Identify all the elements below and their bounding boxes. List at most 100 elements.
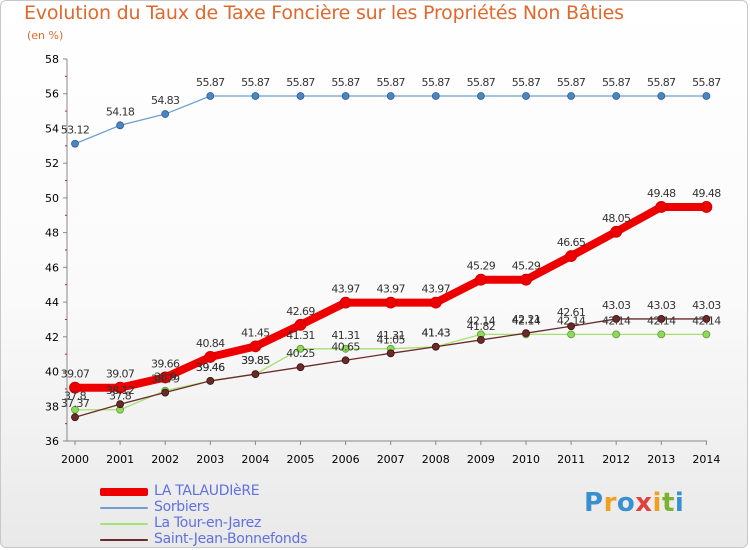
data-point-saint-jean-bonnefonds <box>476 336 485 344</box>
data-point-sorbiers <box>296 92 305 100</box>
data-point-saint-jean-bonnefonds <box>567 322 575 331</box>
data-label-la-talaudiere: 39.66 <box>151 357 180 370</box>
y-tick-label: 42 <box>45 331 59 344</box>
data-point-saint-jean-bonnefonds <box>71 413 79 422</box>
data-label-sorbiers: 55.87 <box>331 76 360 89</box>
logo-letter: r <box>603 488 617 518</box>
data-point-sorbiers <box>431 92 440 100</box>
data-point-la-tour-en-jarez <box>567 330 575 339</box>
y-tick-label: 52 <box>45 157 59 170</box>
x-tick-label: 2009 <box>467 453 495 466</box>
legend-item-la-tour-en-jarez[interactable]: La Tour-en-Jarez <box>100 515 360 532</box>
logo-letter: t <box>661 488 675 518</box>
data-label-saint-jean-bonnefonds: 37.37 <box>61 397 90 410</box>
data-label-sorbiers: 55.87 <box>512 76 541 89</box>
data-point-sorbiers <box>161 110 170 118</box>
logo-letter: x <box>635 488 653 518</box>
data-label-sorbiers: 55.87 <box>602 76 631 89</box>
legend-label-la-talaudiere: LA TALAUDIèRE <box>154 483 260 499</box>
data-point-saint-jean-bonnefonds <box>251 370 260 379</box>
data-point-saint-jean-bonnefonds <box>161 388 170 397</box>
legend-swatch-la-talaudiere <box>100 488 148 496</box>
x-tick-label: 2008 <box>422 453 450 466</box>
x-tick-label: 2003 <box>196 453 224 466</box>
legend-swatch-sorbiers <box>100 507 148 509</box>
data-label-saint-jean-bonnefonds: 40.25 <box>286 347 315 360</box>
proxiti-logo[interactable]: Proxiti <box>584 488 684 518</box>
data-point-sorbiers <box>476 92 485 100</box>
x-tick-label: 2014 <box>692 453 720 466</box>
data-label-la-talaudiere: 46.65 <box>557 236 586 249</box>
data-label-la-tour-en-jarez: 37.8 <box>109 390 132 403</box>
data-point-sorbiers <box>702 92 711 100</box>
data-point-sorbiers <box>341 92 350 100</box>
data-point-la-talaudiere <box>474 273 487 286</box>
chart-title: Evolution du Taux de Taxe Foncière sur l… <box>24 2 624 24</box>
data-point-sorbiers <box>657 92 666 100</box>
data-label-la-tour-en-jarez: 39.46 <box>196 361 225 374</box>
y-tick-label: 36 <box>45 435 59 448</box>
x-tick-label: 2006 <box>332 453 360 466</box>
data-label-saint-jean-bonnefonds: 38.79 <box>151 373 180 386</box>
data-point-la-talaudiere <box>384 296 397 309</box>
logo-letter: i <box>652 488 662 518</box>
data-point-saint-jean-bonnefonds <box>386 349 395 358</box>
data-label-la-talaudiere: 45.29 <box>467 260 496 273</box>
data-label-la-tour-en-jarez: 42.14 <box>467 314 496 327</box>
data-label-sorbiers: 53.12 <box>61 124 90 137</box>
data-label-saint-jean-bonnefonds: 41.05 <box>376 333 405 346</box>
data-label-la-talaudiere: 40.84 <box>196 337 225 350</box>
y-tick-label: 50 <box>45 192 59 205</box>
data-label-la-talaudiere: 41.45 <box>241 326 270 339</box>
data-point-la-tour-en-jarez <box>341 344 350 353</box>
data-point-sorbiers <box>612 92 621 100</box>
legend-item-la-talaudiere[interactable]: LA TALAUDIèRE <box>100 483 360 500</box>
data-point-sorbiers <box>116 121 124 130</box>
data-label-saint-jean-bonnefonds: 42.61 <box>557 306 586 319</box>
data-point-saint-jean-bonnefonds <box>657 315 666 323</box>
data-label-la-talaudiere: 39.07 <box>106 368 135 381</box>
data-point-la-talaudiere <box>520 273 532 286</box>
data-label-sorbiers: 55.87 <box>286 76 315 89</box>
x-tick-label: 2007 <box>377 453 405 466</box>
data-label-la-tour-en-jarez: 42.14 <box>692 314 721 327</box>
data-label-la-talaudiere: 49.48 <box>692 187 721 200</box>
x-tick-label: 2001 <box>106 453 134 466</box>
data-point-saint-jean-bonnefonds <box>612 315 621 323</box>
data-label-sorbiers: 55.87 <box>376 76 405 89</box>
legend-item-sorbiers[interactable]: Sorbiers <box>100 499 360 516</box>
y-tick-label: 44 <box>45 296 59 309</box>
data-label-sorbiers: 55.87 <box>241 76 270 89</box>
legend-label-sorbiers: Sorbiers <box>154 499 210 515</box>
data-label-saint-jean-bonnefonds: 43.03 <box>692 299 721 312</box>
legend-item-saint-jean-bonnefonds[interactable]: Saint-Jean-Bonnefonds <box>100 531 360 548</box>
data-label-saint-jean-bonnefonds: 40.65 <box>331 340 360 353</box>
data-point-sorbiers <box>251 92 260 100</box>
data-label-la-tour-en-jarez: 41.31 <box>331 329 360 342</box>
data-label-la-talaudiere: 48.05 <box>602 212 631 225</box>
y-tick-label: 46 <box>45 261 59 274</box>
y-tick-label: 54 <box>45 122 59 135</box>
data-point-la-talaudiere <box>610 225 623 238</box>
data-point-la-tour-en-jarez <box>296 344 305 353</box>
data-label-saint-jean-bonnefonds: 42.21 <box>512 313 541 326</box>
data-label-saint-jean-bonnefonds: 43.03 <box>647 299 676 312</box>
data-point-saint-jean-bonnefonds <box>206 377 215 385</box>
data-point-la-tour-en-jarez <box>612 330 621 339</box>
logo-letter: o <box>616 488 636 518</box>
logo-letter: i <box>674 488 685 518</box>
legend-label-la-tour-en-jarez: La Tour-en-Jarez <box>154 515 261 531</box>
y-tick-label: 48 <box>45 227 59 240</box>
data-point-la-tour-en-jarez <box>657 330 666 339</box>
data-label-la-tour-en-jarez: 42.14 <box>647 314 676 327</box>
logo-letter: P <box>584 488 604 518</box>
x-tick-label: 2002 <box>151 453 179 466</box>
data-point-sorbiers <box>567 92 575 100</box>
data-point-sorbiers <box>522 92 530 100</box>
data-label-la-talaudiere: 43.97 <box>331 283 360 296</box>
data-label-la-tour-en-jarez: 42.14 <box>512 314 541 327</box>
data-label-la-tour-en-jarez: 42.14 <box>557 314 586 327</box>
data-label-saint-jean-bonnefonds: 43.03 <box>602 299 631 312</box>
data-label-la-tour-en-jarez: 42.14 <box>602 314 631 327</box>
